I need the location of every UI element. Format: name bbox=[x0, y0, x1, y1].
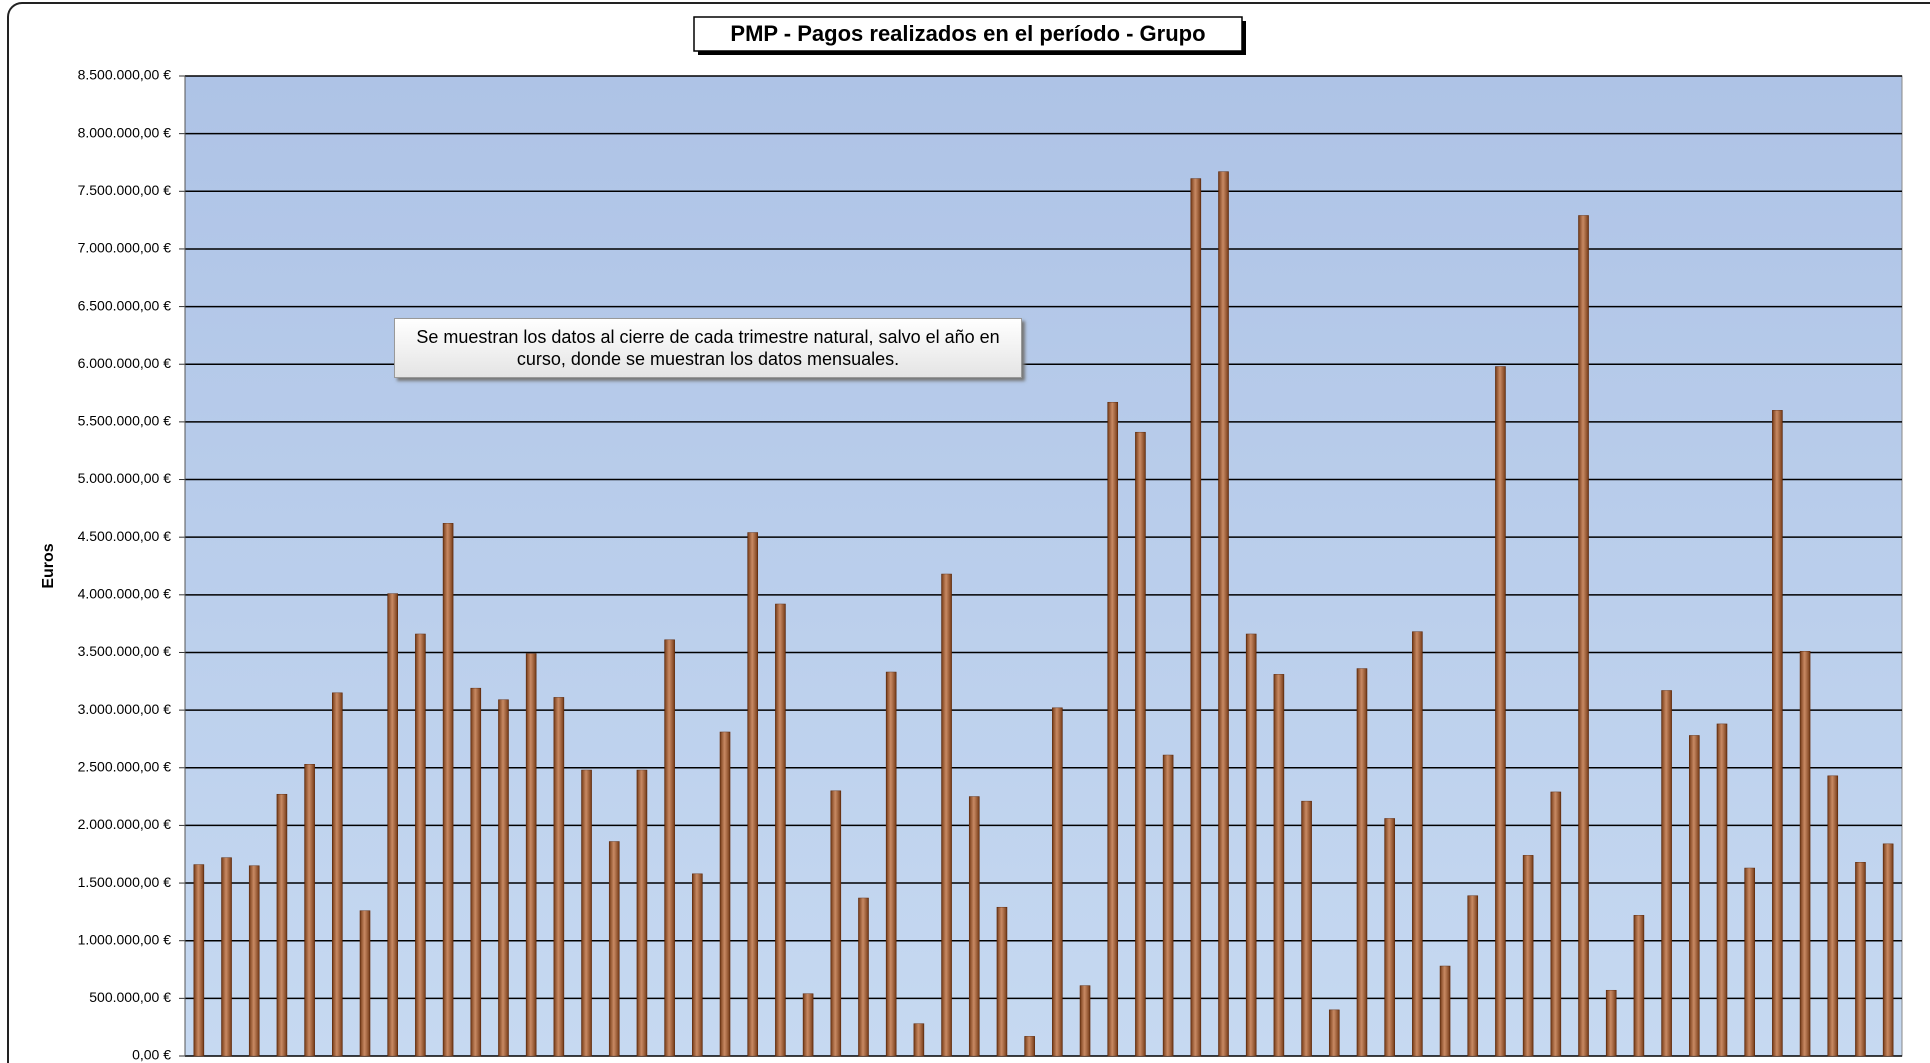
bar bbox=[1107, 401, 1119, 1057]
bar bbox=[1855, 862, 1866, 1057]
bar bbox=[498, 699, 509, 1057]
annotation: Se muestran los datos al cierre de cada … bbox=[394, 318, 1022, 378]
y-tick-label: 6.500.000,00 € bbox=[78, 297, 172, 313]
y-tick-label: 3.000.000,00 € bbox=[78, 701, 172, 717]
bar bbox=[525, 653, 537, 1057]
bar bbox=[941, 573, 952, 1057]
bar bbox=[1605, 989, 1617, 1057]
y-tick-label: 2.000.000,00 € bbox=[78, 816, 172, 832]
bar bbox=[996, 906, 1008, 1057]
bar bbox=[248, 865, 260, 1057]
y-tick-label: 1.000.000,00 € bbox=[78, 931, 172, 947]
bar bbox=[1550, 791, 1562, 1057]
bar bbox=[1882, 843, 1894, 1057]
bar bbox=[581, 769, 592, 1057]
bar bbox=[830, 790, 842, 1057]
bar bbox=[1079, 985, 1091, 1057]
bar bbox=[1356, 668, 1368, 1057]
y-tick-label: 3.500.000,00 € bbox=[78, 643, 172, 659]
bar bbox=[1135, 431, 1146, 1057]
y-tick-label: 1.500.000,00 € bbox=[78, 874, 172, 890]
plot-area bbox=[184, 75, 1903, 1057]
bar bbox=[1412, 631, 1423, 1057]
bar bbox=[719, 731, 731, 1057]
y-tick-label: 7.500.000,00 € bbox=[78, 182, 172, 198]
bar bbox=[1052, 707, 1063, 1057]
bar bbox=[1328, 1009, 1340, 1057]
bar bbox=[1633, 915, 1645, 1057]
bar bbox=[1772, 410, 1783, 1057]
bar bbox=[1578, 215, 1589, 1057]
bar bbox=[553, 697, 565, 1057]
bar bbox=[858, 897, 869, 1057]
bar bbox=[913, 1023, 925, 1057]
bar bbox=[1688, 735, 1700, 1057]
y-tick-label: 500.000,00 € bbox=[89, 989, 171, 1005]
y-tick-label: 8.000.000,00 € bbox=[78, 124, 172, 140]
bar bbox=[1218, 171, 1229, 1057]
bar bbox=[193, 864, 205, 1057]
bar bbox=[692, 873, 703, 1057]
y-tick-label: 4.500.000,00 € bbox=[78, 528, 172, 544]
bar bbox=[470, 687, 482, 1057]
bar bbox=[968, 796, 980, 1057]
bar bbox=[636, 769, 648, 1057]
bar bbox=[1467, 895, 1479, 1057]
bar bbox=[1661, 690, 1672, 1057]
bar bbox=[1190, 178, 1202, 1057]
bar bbox=[415, 633, 426, 1057]
bar bbox=[221, 857, 232, 1057]
bar bbox=[1827, 775, 1839, 1057]
bar bbox=[664, 639, 675, 1057]
y-tick-label: 2.500.000,00 € bbox=[78, 758, 172, 774]
title-box bbox=[693, 16, 1243, 52]
bar bbox=[1301, 800, 1312, 1057]
y-tick-label: 5.000.000,00 € bbox=[78, 470, 172, 486]
bar bbox=[1384, 818, 1395, 1057]
bar bbox=[332, 692, 343, 1057]
bar bbox=[1716, 723, 1728, 1057]
bar bbox=[775, 603, 786, 1057]
bar bbox=[885, 671, 897, 1057]
bar bbox=[359, 910, 371, 1057]
bar bbox=[387, 593, 399, 1057]
y-tick-label: 5.500.000,00 € bbox=[78, 413, 172, 429]
bar bbox=[304, 764, 315, 1057]
bar bbox=[1273, 674, 1285, 1057]
y-tick-label: 4.000.000,00 € bbox=[78, 586, 172, 602]
bar bbox=[1245, 633, 1257, 1057]
bar bbox=[276, 793, 288, 1057]
bar bbox=[1162, 754, 1174, 1057]
chart-title: PMP - Pagos realizados en el período - G… bbox=[730, 21, 1205, 46]
y-tick-label: 7.000.000,00 € bbox=[78, 240, 172, 256]
bar bbox=[1495, 366, 1506, 1057]
bar bbox=[747, 532, 759, 1057]
bar bbox=[1799, 651, 1811, 1057]
y-tick-label: 8.500.000,00 € bbox=[78, 67, 172, 83]
bar bbox=[1522, 855, 1534, 1057]
bar bbox=[802, 993, 814, 1057]
bar bbox=[1744, 867, 1755, 1057]
bar bbox=[608, 841, 620, 1057]
y-axis-label: Euros bbox=[40, 543, 57, 588]
y-tick-label: 6.000.000,00 € bbox=[78, 355, 172, 371]
bar bbox=[1439, 965, 1451, 1057]
bar bbox=[1024, 1036, 1035, 1057]
y-tick-label: 0,00 € bbox=[132, 1047, 171, 1063]
bar bbox=[442, 523, 454, 1057]
